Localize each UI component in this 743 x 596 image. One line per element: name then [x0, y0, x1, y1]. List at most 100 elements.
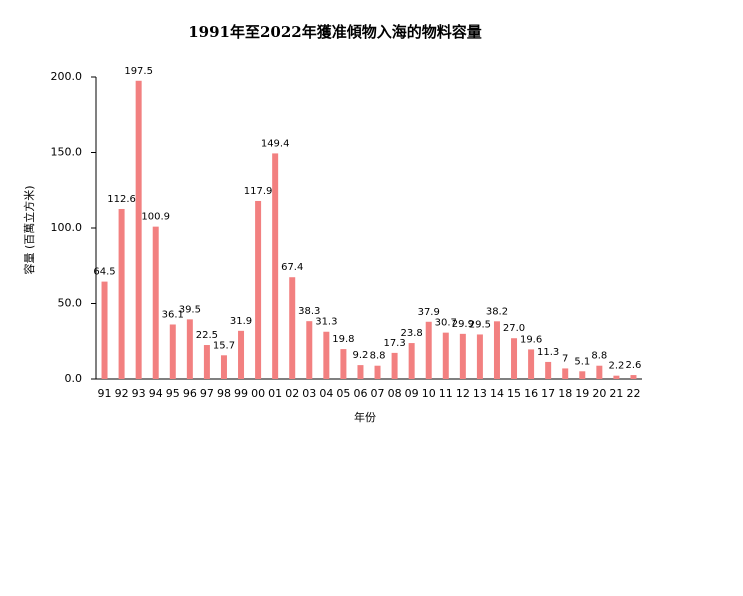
value-label: 37.9 [418, 307, 440, 318]
x-tick-label: 01 [268, 387, 282, 400]
bar [272, 153, 279, 379]
bar [169, 324, 176, 379]
x-tick-label: 13 [473, 387, 487, 400]
x-tick-label: 15 [507, 387, 521, 400]
bar [459, 333, 466, 379]
bar [374, 365, 381, 379]
bar [493, 321, 500, 379]
x-tick-label: 20 [592, 387, 606, 400]
y-tick-label: 100.0 [51, 221, 83, 234]
value-label: 31.3 [315, 317, 337, 328]
value-label: 31.9 [230, 316, 252, 327]
value-label: 38.2 [486, 306, 508, 317]
bar [528, 349, 535, 379]
value-label: 64.5 [93, 267, 115, 278]
x-tick-label: 97 [200, 387, 214, 400]
value-label: 2.2 [608, 361, 624, 372]
bar [203, 345, 210, 379]
bar [186, 319, 193, 379]
value-label: 30.7 [435, 318, 457, 329]
bar [511, 338, 518, 379]
bar [442, 332, 449, 379]
x-tick-label: 91 [98, 387, 112, 400]
value-label: 100.9 [141, 212, 170, 223]
x-tick-label: 17 [541, 387, 555, 400]
x-tick-label: 93 [132, 387, 146, 400]
value-label: 15.7 [213, 340, 235, 351]
x-tick-label: 94 [149, 387, 163, 400]
value-label: 19.8 [332, 334, 354, 345]
x-axis-label: 年份 [354, 410, 376, 424]
x-tick-label: 18 [558, 387, 572, 400]
bar [135, 80, 142, 380]
value-label: 38.3 [298, 306, 320, 317]
x-tick-label: 04 [319, 387, 333, 400]
bar [630, 375, 637, 379]
x-tick-label: 96 [183, 387, 197, 400]
value-label: 197.5 [124, 66, 153, 77]
x-tick-label: 03 [302, 387, 316, 400]
bar [613, 375, 620, 379]
y-axis-label: 容量 (百萬立方米) [22, 185, 36, 274]
x-tick-label: 09 [405, 387, 419, 400]
bar [425, 321, 432, 379]
bar [340, 349, 347, 379]
value-label: 149.4 [261, 138, 290, 149]
bar [579, 371, 586, 379]
x-tick-label: 95 [166, 387, 180, 400]
bar [152, 226, 159, 379]
value-label: 2.6 [626, 360, 642, 371]
bar [476, 334, 483, 379]
value-label: 7 [562, 353, 568, 364]
x-tick-label: 10 [422, 387, 436, 400]
value-label: 39.5 [179, 304, 201, 315]
value-label: 8.8 [370, 351, 386, 362]
bar [562, 368, 569, 379]
x-tick-label: 02 [285, 387, 299, 400]
bar [220, 355, 227, 379]
value-label: 9.2 [353, 350, 369, 361]
value-label: 29.9 [452, 319, 474, 330]
value-label: 19.6 [520, 334, 542, 345]
x-tick-label: 06 [353, 387, 367, 400]
x-tick-label: 99 [234, 387, 248, 400]
value-label: 67.4 [281, 262, 303, 273]
bar [408, 343, 415, 379]
value-label: 112.6 [107, 194, 136, 205]
x-tick-label: 98 [217, 387, 231, 400]
x-tick-label: 12 [456, 387, 470, 400]
bar [596, 365, 603, 379]
y-tick-label: 150.0 [51, 146, 83, 159]
value-label: 23.8 [401, 328, 423, 339]
x-tick-label: 14 [490, 387, 504, 400]
bar [101, 281, 108, 379]
chart-title: 1991年至2022年獲准傾物入海的物料容量 [188, 23, 482, 41]
x-tick-label: 00 [251, 387, 265, 400]
bar [238, 330, 245, 379]
x-tick-label: 22 [626, 387, 640, 400]
x-tick-label: 16 [524, 387, 538, 400]
x-tick-label: 07 [371, 387, 385, 400]
x-tick-label: 21 [609, 387, 623, 400]
bar [306, 321, 313, 379]
y-tick-label: 200.0 [51, 70, 83, 83]
value-label: 29.5 [469, 319, 491, 330]
value-label: 22.5 [196, 330, 218, 341]
bar [323, 331, 330, 379]
bar [289, 277, 296, 379]
value-label: 36.1 [162, 309, 184, 320]
value-label: 17.3 [383, 338, 405, 349]
value-label: 8.8 [591, 351, 607, 362]
value-label: 5.1 [574, 356, 590, 367]
x-tick-label: 19 [575, 387, 589, 400]
bar [118, 208, 125, 379]
value-label: 11.3 [537, 347, 559, 358]
bar [255, 200, 262, 379]
x-tick-label: 11 [439, 387, 453, 400]
y-tick-label: 50.0 [58, 297, 83, 310]
value-label: 117.9 [244, 186, 273, 197]
y-tick-label: 0.0 [65, 372, 83, 385]
x-tick-label: 08 [388, 387, 402, 400]
bar [357, 365, 364, 379]
